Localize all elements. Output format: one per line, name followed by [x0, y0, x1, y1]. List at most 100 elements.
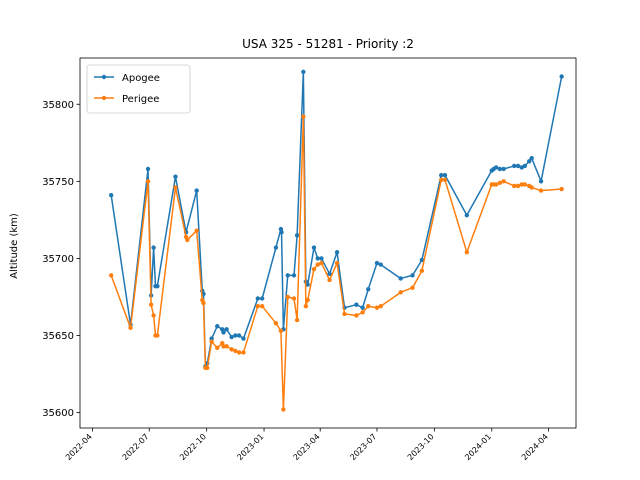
- perigee-point-46: [398, 290, 403, 295]
- chart-title: USA 325 - 51281 - Priority :2: [242, 37, 414, 51]
- perigee-point-3: [148, 302, 154, 307]
- perigee-point-26: [273, 320, 279, 326]
- perigee-point-45: [378, 304, 383, 309]
- apogee-point-22: [241, 336, 246, 341]
- y-tick-label-4: 35800: [42, 100, 74, 111]
- legend-label-perigee: Perigee: [122, 94, 159, 105]
- apogee-point-57: [512, 163, 517, 169]
- apogee-point-63: [538, 179, 544, 184]
- perigee-point-29: [285, 294, 290, 300]
- legend: Apogee Perigee: [86, 64, 191, 114]
- apogee-point-61: [527, 159, 532, 164]
- apogee-point-41: [354, 302, 359, 307]
- apogee-point-64: [559, 74, 564, 79]
- legend-label-apogee: Apogee: [122, 73, 160, 84]
- perigee-point-55: [497, 180, 503, 186]
- perigee-point-4: [151, 313, 156, 318]
- perigee-point-1: [128, 325, 133, 330]
- apogee-point-51: [464, 213, 470, 218]
- apogee-point-14: [209, 336, 214, 341]
- perigee-point-20: [229, 347, 234, 352]
- perigee-point-47: [410, 285, 415, 290]
- apogee-point-60: [522, 163, 528, 169]
- perigee-point-64: [559, 186, 564, 192]
- perigee-point-49: [439, 177, 444, 182]
- apogee-point-31: [294, 233, 300, 238]
- perigee-point-54: [493, 182, 499, 187]
- apogee-point-49: [439, 172, 444, 178]
- perigee-point-58: [515, 183, 521, 189]
- apogee-point-23: [255, 296, 261, 301]
- perigee-point-31: [294, 317, 300, 323]
- y-tick-label-1: 35650: [42, 331, 74, 342]
- plot-area: [108, 69, 564, 412]
- apogee-point-24: [259, 296, 265, 301]
- perigee-point-23: [241, 350, 246, 355]
- perigee-point-57: [512, 183, 517, 189]
- apogee-point-29: [285, 273, 290, 278]
- apogee-point-2: [145, 166, 151, 172]
- perigee-point-19: [224, 344, 229, 349]
- perigee-point-59: [519, 182, 524, 187]
- apogee-point-27: [279, 230, 284, 235]
- apogee-point-36: [315, 256, 320, 261]
- apogee-point-50: [442, 172, 448, 178]
- apogee-point-62: [529, 156, 534, 161]
- apogee-point-20: [233, 333, 238, 338]
- legend-marker-apogee: [101, 74, 107, 80]
- apogee-point-56: [501, 166, 506, 172]
- perigee-point-34: [305, 297, 310, 303]
- apogee-point-9: [194, 188, 199, 193]
- perigee-point-60: [522, 182, 528, 187]
- apogee-point-47: [410, 273, 415, 278]
- y-tick-label-3: 35750: [42, 177, 74, 188]
- apogee-point-17: [221, 330, 226, 335]
- apogee-point-32: [301, 69, 306, 75]
- plot-frame: [79, 57, 577, 429]
- perigee-point-41: [354, 313, 359, 318]
- perigee-point-14: [205, 365, 210, 371]
- apogee-point-34: [305, 282, 310, 287]
- perigee-point-30: [291, 296, 297, 301]
- perigee-point-62: [529, 185, 534, 190]
- y-tick-label-2: 35700: [42, 254, 74, 265]
- apogee-point-55: [497, 166, 503, 172]
- perigee-point-56: [501, 179, 506, 184]
- perigee-point-6: [155, 333, 160, 338]
- perigee-point-51: [464, 250, 470, 255]
- perigee-point-15: [209, 339, 214, 344]
- apogee-point-19: [229, 334, 234, 340]
- perigee-point-42: [360, 310, 365, 315]
- apogee-point-21: [236, 333, 242, 338]
- apogee-point-37: [319, 256, 324, 261]
- apogee-point-45: [378, 262, 383, 267]
- apogee-point-43: [366, 287, 371, 292]
- perigee-point-33: [303, 304, 309, 309]
- perigee-point-2: [145, 179, 151, 184]
- apogee-point-15: [215, 324, 220, 329]
- perigee-point-32: [301, 114, 306, 119]
- perigee-point-44: [374, 305, 380, 310]
- apogee-point-7: [173, 174, 178, 179]
- perigee-point-38: [327, 277, 332, 283]
- perigee-point-36: [315, 262, 320, 267]
- perigee-point-35: [311, 267, 317, 272]
- apogee-point-6: [155, 283, 160, 289]
- perigee-point-50: [442, 177, 448, 182]
- apogee-point-58: [515, 163, 521, 169]
- perigee-point-12: [201, 300, 206, 306]
- apogee-point-0: [108, 193, 114, 198]
- apogee-point-39: [334, 250, 340, 255]
- perigee-point-28: [281, 407, 286, 412]
- apogee-point-4: [151, 245, 156, 250]
- perigee-point-40: [342, 311, 347, 317]
- perigee-point-27: [278, 328, 284, 334]
- perigee-point-10: [194, 228, 199, 233]
- apogee-point-35: [311, 245, 317, 250]
- perigee-point-7: [173, 185, 178, 190]
- apogee-point-46: [398, 276, 403, 281]
- apogee-point-42: [360, 305, 365, 310]
- perigee-point-0: [108, 273, 114, 278]
- perigee-point-48: [419, 268, 425, 273]
- perigee-point-24: [255, 304, 261, 309]
